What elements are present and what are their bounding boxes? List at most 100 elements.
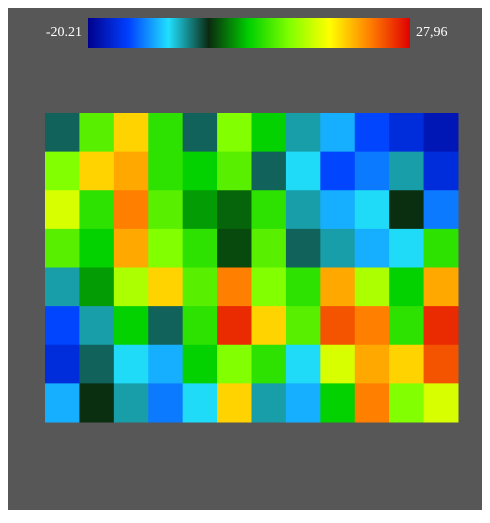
heatmap-cell: [217, 151, 252, 191]
heatmap-cell: [251, 383, 287, 423]
heatmap-cell: [285, 383, 321, 423]
heatmap-cell: [423, 113, 459, 153]
heatmap-cell: [320, 151, 356, 191]
heatmap-cell: [423, 228, 459, 268]
heatmap-cell: [148, 228, 184, 268]
heatmap-cell: [148, 306, 184, 346]
heatmap-cell: [285, 344, 321, 384]
heatmap-cell: [389, 228, 425, 268]
heatmap-cell: [389, 151, 425, 191]
heatmap-cell: [217, 267, 252, 307]
heatmap-cell: [113, 383, 149, 423]
heatmap-cell: [148, 151, 184, 191]
heatmap-cell: [113, 306, 149, 346]
heatmap-cell: [45, 190, 80, 230]
heatmap-cell: [320, 113, 356, 153]
heatmap-cell: [217, 113, 252, 153]
heatmap-cell: [285, 151, 321, 191]
heatmap-cell: [285, 228, 321, 268]
heatmap-cell: [113, 228, 149, 268]
heatmap-cell: [182, 190, 218, 230]
heatmap-cell: [354, 113, 390, 153]
heatmap-cell: [423, 190, 459, 230]
heatmap-cell: [79, 383, 115, 423]
heatmap-cell: [285, 113, 321, 153]
heatmap-cell: [113, 267, 149, 307]
heatmap-cell: [320, 190, 356, 230]
colorbar-label: -20.21: [46, 25, 82, 40]
heatmap-cell: [354, 344, 390, 384]
heatmap-cell: [148, 383, 184, 423]
heatmap-cell: [423, 383, 459, 423]
heatmap-cell: [113, 113, 149, 153]
heatmap-cell: [389, 383, 425, 423]
heatmap-cell: [423, 151, 459, 191]
heatmap-cell: [79, 267, 115, 307]
heatmap-cell: [320, 344, 356, 384]
heatmap-cell: [45, 113, 80, 153]
heatmap-cell: [217, 344, 252, 384]
heatmap-cell: [320, 383, 356, 423]
heatmap-cell: [113, 344, 149, 384]
heatmap-cell: [182, 383, 218, 423]
heatmap-cell: [251, 151, 287, 191]
heatmap-cell: [423, 344, 459, 384]
heatmap-cell: [285, 190, 321, 230]
heatmap-cell: [182, 151, 218, 191]
heatmap-cell: [251, 113, 287, 153]
heatmap-cell: [389, 344, 425, 384]
heatmap-cell: [148, 113, 184, 153]
heatmap-cell: [148, 190, 184, 230]
heatmap-cell: [285, 306, 321, 346]
heatmap-cell: [423, 267, 459, 307]
heatmap-cell: [182, 344, 218, 384]
heatmap-cell: [320, 228, 356, 268]
heatmap-cell: [79, 306, 115, 346]
heatmap-cell: [389, 190, 425, 230]
heatmap-cell: [320, 306, 356, 346]
heatmap-cell: [182, 113, 218, 153]
heatmap-cell: [251, 344, 287, 384]
heatmap-cell: [217, 306, 252, 346]
heatmap-cell: [251, 228, 287, 268]
heatmap-cell: [182, 228, 218, 268]
heatmap-cell: [45, 344, 80, 384]
heatmap-cell: [45, 151, 80, 191]
heatmap-cell: [217, 190, 252, 230]
heatmap-cell: [182, 306, 218, 346]
heatmap-cell: [354, 306, 390, 346]
heatmap-cell: [217, 383, 252, 423]
heatmap-cell: [251, 306, 287, 346]
heatmap-cell: [389, 113, 425, 153]
heatmap-cell: [79, 190, 115, 230]
heatmap-cell: [45, 228, 80, 268]
heatmap-cell: [354, 267, 390, 307]
heatmap-cell: [251, 267, 287, 307]
heatmap-cell: [79, 344, 115, 384]
heatmap-cell: [389, 306, 425, 346]
heatmap-cell: [320, 267, 356, 307]
heatmap-cell: [79, 151, 115, 191]
heatmap-cell: [354, 228, 390, 268]
heatmap-cell: [148, 344, 184, 384]
heatmap-cell: [354, 151, 390, 191]
heatmap-cell: [45, 383, 80, 423]
heatmap-cell: [354, 190, 390, 230]
colorbar-label: 27,96: [416, 25, 448, 40]
heatmap-cell: [182, 267, 218, 307]
heatmap-cell: [45, 267, 80, 307]
heatmap-cell: [79, 228, 115, 268]
heatmap-cell: [217, 228, 252, 268]
heatmap-cell: [354, 383, 390, 423]
heatmap-cell: [113, 151, 149, 191]
heatmap-cell: [79, 113, 115, 153]
colorbar: [88, 18, 410, 48]
heatmap-cell: [45, 306, 80, 346]
heatmap-cell: [423, 306, 459, 346]
heatmap-cell: [285, 267, 321, 307]
heatmap-cell: [251, 190, 287, 230]
heatmap-cell: [113, 190, 149, 230]
heatmap-cell: [389, 267, 425, 307]
heatmap-cell: [148, 267, 184, 307]
